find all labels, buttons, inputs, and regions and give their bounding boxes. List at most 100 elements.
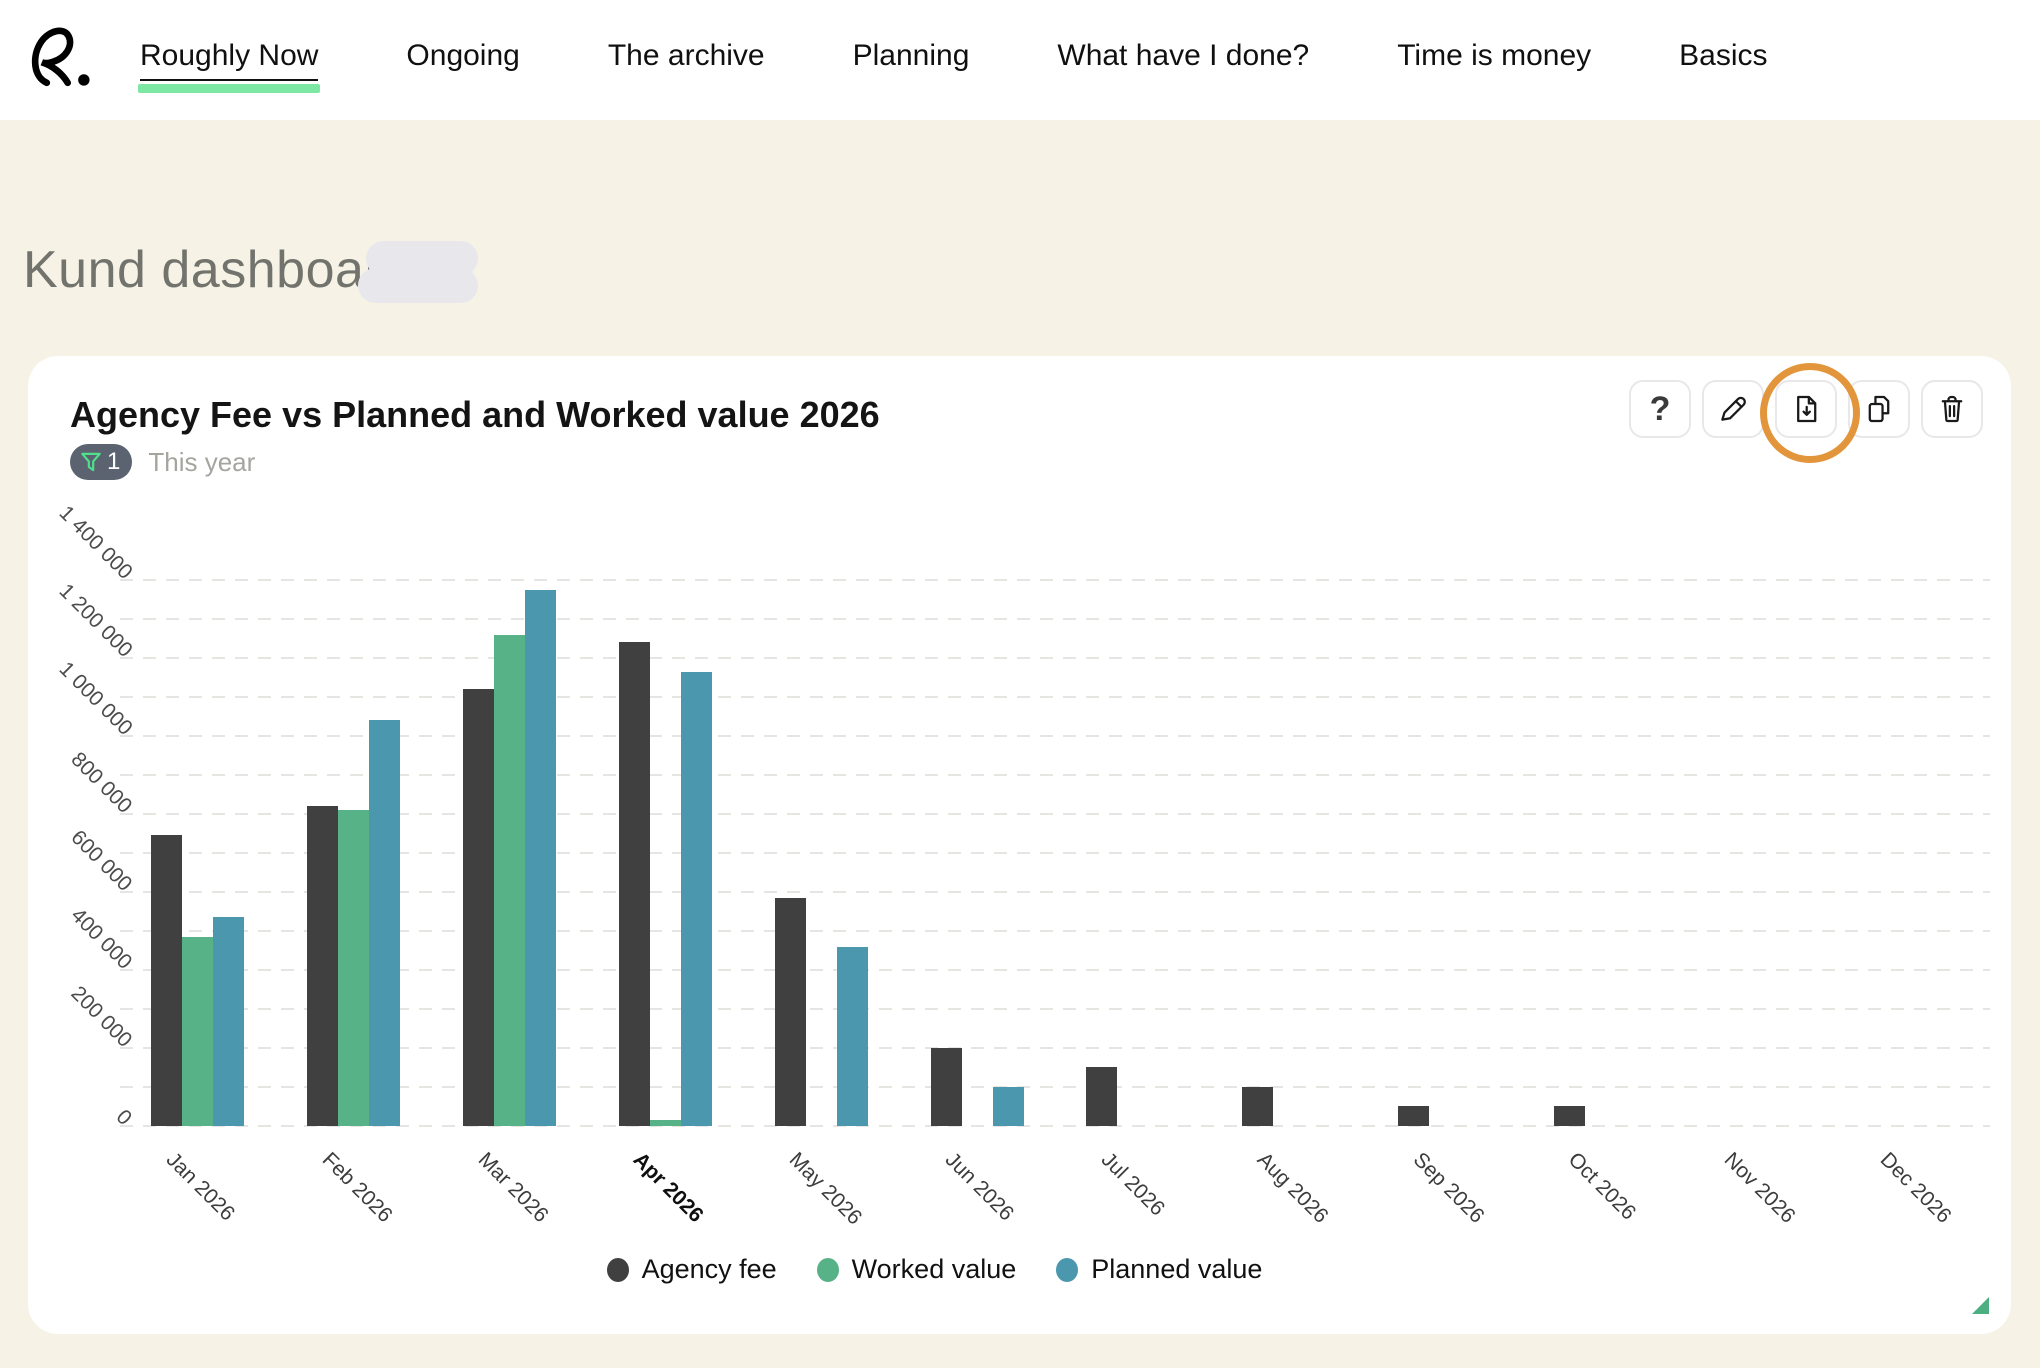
legend-label: Agency fee <box>641 1254 777 1284</box>
edit-button[interactable] <box>1702 380 1764 438</box>
download-button-wrap <box>1760 363 1860 463</box>
gridline <box>120 813 1990 815</box>
bar-planned-value-mar-2026 <box>525 590 557 1126</box>
bar-group-apr-2026 <box>588 580 744 1126</box>
x-axis-tick-label: Aug 2026 <box>1252 1148 1333 1228</box>
nav-item-label: Basics <box>1679 39 1768 72</box>
nav-item-roughly-now[interactable]: Roughly Now <box>137 39 321 93</box>
filter-row: 1 This year <box>70 444 255 480</box>
redaction-blob-bottom <box>358 268 478 303</box>
bar-worked-value-jan-2026 <box>182 937 214 1126</box>
legend-dot-icon <box>816 1257 839 1282</box>
legend-label: Worked value <box>851 1254 1017 1284</box>
filter-count: 1 <box>107 448 121 475</box>
nav-item-the-archive[interactable]: The archive <box>608 39 765 81</box>
gridline <box>120 657 1990 659</box>
nav-item-label: What have I done? <box>1057 39 1310 72</box>
gridline <box>120 1086 1990 1088</box>
x-axis-tick-label: Oct 2026 <box>1564 1148 1641 1225</box>
bar-agency-fee-apr-2026 <box>618 642 650 1126</box>
redacted-text-blob <box>358 241 483 303</box>
bar-agency-fee-jun-2026 <box>930 1048 962 1126</box>
gridline <box>120 1047 1990 1049</box>
delete-button[interactable] <box>1921 380 1983 438</box>
bar-planned-value-jan-2026 <box>213 917 245 1126</box>
bar-agency-fee-sep-2026 <box>1398 1106 1430 1126</box>
bar-worked-value-feb-2026 <box>338 810 370 1126</box>
nav-item-ongoing[interactable]: Ongoing <box>406 39 519 81</box>
bar-agency-fee-jul-2026 <box>1086 1067 1118 1126</box>
legend-dot-icon <box>1056 1257 1079 1282</box>
card-toolbar: ? <box>1629 363 1983 463</box>
bar-agency-fee-feb-2026 <box>307 806 339 1126</box>
bar-agency-fee-oct-2026 <box>1553 1106 1585 1126</box>
x-axis-tick-label: Apr 2026 <box>629 1148 709 1227</box>
bar-planned-value-may-2026 <box>836 947 868 1126</box>
filter-badge[interactable]: 1 <box>70 444 133 480</box>
bar-group-mar-2026 <box>432 580 588 1126</box>
bar-agency-fee-jan-2026 <box>151 835 183 1126</box>
gridline <box>120 618 1990 620</box>
top-nav: Roughly Now Ongoing The archive Planning Wha… <box>0 0 2040 120</box>
bar-group-oct-2026 <box>1523 580 1679 1126</box>
help-button[interactable]: ? <box>1629 380 1691 438</box>
nav-item-label: The archive <box>607 39 765 72</box>
bar-group-nov-2026 <box>1678 580 1834 1126</box>
nav-item-what-have-i-done[interactable]: What have I done? <box>1057 39 1309 81</box>
bar-group-jan-2026 <box>120 580 276 1126</box>
nav-item-label: Time is money <box>1397 39 1592 72</box>
pencil-icon <box>1721 396 1746 421</box>
roughly-logo-icon[interactable] <box>24 22 100 98</box>
question-mark-icon: ? <box>1649 390 1671 428</box>
copy-icon <box>1868 395 1890 423</box>
x-axis-tick-label: Jul 2026 <box>1096 1148 1170 1221</box>
bar-group-aug-2026 <box>1211 580 1367 1126</box>
duplicate-button[interactable] <box>1848 380 1910 438</box>
bar-worked-value-mar-2026 <box>494 635 526 1126</box>
bar-group-jun-2026 <box>899 580 1055 1126</box>
legend-item-agency-fee[interactable]: Agency fee <box>606 1254 777 1285</box>
legend-item-worked-value[interactable]: Worked value <box>816 1254 1017 1285</box>
bar-planned-value-feb-2026 <box>369 720 401 1126</box>
gridline <box>120 696 1990 698</box>
filter-label: This year <box>148 446 256 477</box>
download-button[interactable] <box>1775 380 1837 438</box>
bar-planned-value-apr-2026 <box>680 672 712 1126</box>
bar-worked-value-apr-2026 <box>649 1120 681 1126</box>
gridline <box>120 1008 1990 1010</box>
gridline <box>120 1125 1990 1127</box>
y-axis-tick-label: 1 400 000 <box>54 501 137 584</box>
gridline <box>120 774 1990 776</box>
legend-dot-icon <box>606 1257 629 1282</box>
gridline <box>120 930 1990 932</box>
nav-item-basics[interactable]: Basics <box>1679 39 1767 81</box>
bar-group-sep-2026 <box>1367 580 1523 1126</box>
resize-handle[interactable] <box>1972 1297 1989 1314</box>
x-axis-tick-label: Nov 2026 <box>1719 1148 1800 1228</box>
x-axis-tick-label: May 2026 <box>784 1148 867 1230</box>
gridline <box>120 969 1990 971</box>
nav-item-planning[interactable]: Planning <box>853 39 970 81</box>
nav-item-time-is-money[interactable]: Time is money <box>1397 39 1591 81</box>
x-axis-tick-label: Mar 2026 <box>473 1148 553 1227</box>
chart-card: Agency Fee vs Planned and Worked value 2… <box>28 356 2011 1334</box>
file-download-icon <box>1797 395 1817 423</box>
legend-label: Planned value <box>1091 1254 1263 1284</box>
x-axis-tick-label: Sep 2026 <box>1408 1148 1489 1228</box>
bar-group-may-2026 <box>743 580 899 1126</box>
page-title: Kund dashboard <box>23 241 412 299</box>
trash-icon <box>1941 395 1963 423</box>
gridline <box>120 579 1990 581</box>
nav-item-label: Planning <box>852 39 970 72</box>
bar-agency-fee-aug-2026 <box>1242 1087 1274 1126</box>
x-axis-tick-label: Jun 2026 <box>940 1148 1019 1226</box>
nav-item-label: Ongoing <box>406 39 520 72</box>
chart-title: Agency Fee vs Planned and Worked value 2… <box>70 394 880 435</box>
x-axis-tick-label: Feb 2026 <box>317 1148 397 1228</box>
bar-group-dec-2026 <box>1834 580 1990 1126</box>
funnel-icon <box>81 452 101 472</box>
gridline <box>120 852 1990 854</box>
x-axis-tick-label: Jan 2026 <box>161 1148 240 1226</box>
legend-item-planned-value[interactable]: Planned value <box>1056 1254 1262 1285</box>
